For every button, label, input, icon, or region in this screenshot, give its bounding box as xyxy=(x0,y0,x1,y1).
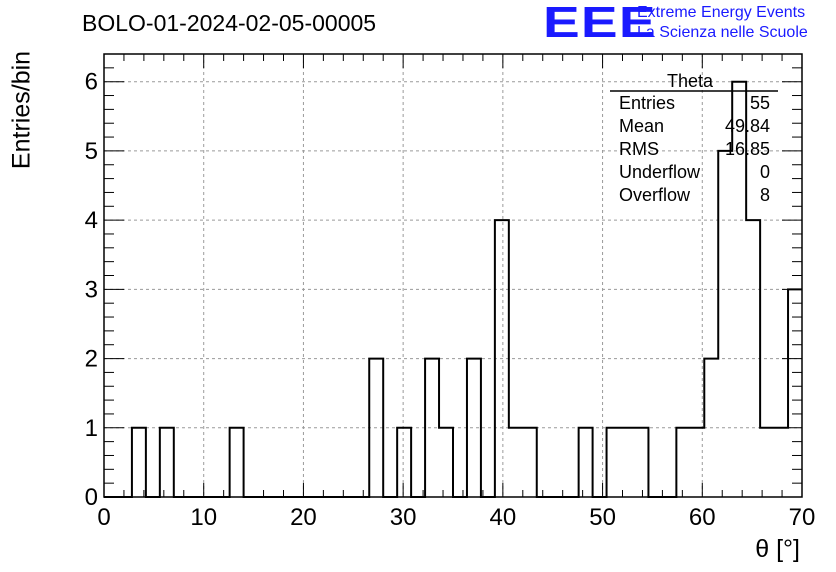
x-tick-label: 20 xyxy=(290,504,317,531)
histogram-bin xyxy=(509,428,523,497)
y-tick-label: 5 xyxy=(85,138,98,165)
x-tick-label: 10 xyxy=(190,504,217,531)
eee-logo: EEE xyxy=(543,0,657,47)
histogram-bin xyxy=(788,289,802,497)
histogram-bin xyxy=(397,428,411,497)
stats-value-mean: 49.84 xyxy=(724,116,770,136)
x-tick-label: 60 xyxy=(689,504,716,531)
stats-value-underflow: 0 xyxy=(759,162,770,182)
y-tick-label: 0 xyxy=(85,484,98,511)
y-tick-label: 3 xyxy=(85,276,98,303)
x-tick-label: 50 xyxy=(589,504,616,531)
histogram-bars xyxy=(104,80,802,498)
histogram-outline xyxy=(104,80,802,498)
y-tick-label: 4 xyxy=(85,207,98,234)
y-tick-label: 1 xyxy=(85,415,98,442)
stats-label-entries: Entries xyxy=(619,93,676,113)
histogram-bin xyxy=(676,428,690,497)
x-axis-ticks: 0 10 20 30 40 50 60 70 xyxy=(97,54,815,531)
stats-box-title: Theta xyxy=(667,71,714,91)
histogram-bin xyxy=(132,428,146,497)
stats-value-rms: 16.85 xyxy=(724,139,770,159)
y-tick-label: 2 xyxy=(85,346,98,373)
stats-value-entries: 55 xyxy=(749,93,770,113)
histogram-bin xyxy=(607,428,621,497)
x-tick-label: 30 xyxy=(390,504,417,531)
y-tick-label: 6 xyxy=(85,69,98,96)
histogram-bin xyxy=(621,428,635,497)
histogram-bin xyxy=(439,428,453,497)
stats-value-overflow: 8 xyxy=(759,185,770,205)
histogram-bin xyxy=(760,428,774,497)
histogram-bin xyxy=(160,428,174,497)
histogram-bin xyxy=(634,428,648,497)
logo-caption-line2: La Scienza nelle Scuole xyxy=(637,24,808,41)
y-axis-label: Entries/bin xyxy=(7,50,36,170)
x-tick-label: 70 xyxy=(789,504,816,531)
stats-label-rms: RMS xyxy=(619,139,659,159)
y-axis-ticks: 0 1 2 3 4 5 6 xyxy=(85,53,802,511)
histogram-bin xyxy=(718,151,732,497)
histogram-bin xyxy=(230,428,244,497)
logo-caption-line1: Extreme Energy Events xyxy=(637,4,806,21)
x-tick-label: 0 xyxy=(97,504,110,531)
histogram-bin xyxy=(579,428,593,497)
x-axis-label: θ [°] xyxy=(755,535,800,563)
stats-label-mean: Mean xyxy=(619,116,665,136)
histogram-bin xyxy=(523,428,537,497)
stats-label-overflow: Overflow xyxy=(619,185,691,205)
histogram-bin xyxy=(774,428,788,497)
x-tick-label: 40 xyxy=(490,504,517,531)
chart-title: BOLO-01-2024-02-05-00005 xyxy=(82,10,377,36)
stats-label-underflow: Underflow xyxy=(619,162,701,182)
